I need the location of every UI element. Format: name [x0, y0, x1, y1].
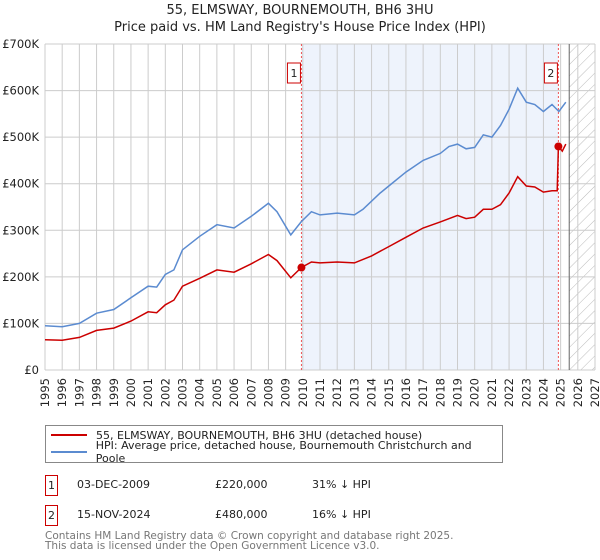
x-tick-label: 2003: [176, 378, 190, 407]
footer-copyright: Contains HM Land Registry data © Crown c…: [45, 530, 454, 542]
x-tick-label: 1998: [90, 378, 104, 407]
transaction-hpi-diff: 31% ↓ HPI: [312, 478, 371, 491]
x-tick-label: 2023: [519, 378, 533, 407]
hpi-line: [44, 86, 567, 328]
legend-label: 55, ELMSWAY, BOURNEMOUTH, BH6 3HU (detac…: [96, 428, 423, 442]
x-tick-label: 1996: [55, 378, 69, 407]
legend-item-hpi: HPI: Average price, detached house, Bour…: [51, 439, 502, 465]
transaction-date: 15-NOV-2024: [77, 508, 151, 521]
x-tick-label: 1997: [72, 378, 86, 407]
transaction-price: £480,000: [215, 508, 268, 521]
blue-line-swatch: [51, 451, 87, 453]
marker-badge: 1: [45, 475, 58, 496]
footer: Contains HM Land Registry data © Crown c…: [45, 530, 454, 552]
sale-marker-label: 2: [547, 67, 554, 80]
chart-title: 55, ELMSWAY, BOURNEMOUTH, BH6 3HU: [166, 3, 434, 18]
red-line-swatch: [51, 434, 87, 436]
x-tick-label: 2021: [485, 378, 499, 407]
x-tick-label: 2012: [330, 378, 344, 407]
x-tick-label: 2005: [210, 378, 224, 407]
x-tick-label: 2026: [571, 378, 585, 407]
transaction-row: 1 03-DEC-2009 £220,000 31% ↓ HPI: [45, 475, 545, 496]
x-tick-label: 2019: [451, 378, 465, 407]
sale-point: [554, 142, 563, 151]
sale-marker-badge: [543, 62, 558, 84]
x-tick-label: 2008: [261, 378, 275, 407]
sale-point: [297, 263, 306, 272]
legend-label: HPI: Average price, detached house, Bour…: [95, 439, 472, 465]
marker-badge: 2: [45, 505, 58, 526]
transaction-row: 2 15-NOV-2024 £480,000 16% ↓ HPI: [45, 505, 545, 526]
x-tick-label: 1995: [38, 378, 52, 407]
sale-marker-label: 1: [290, 67, 297, 80]
y-tick-label: £400K: [2, 177, 39, 191]
legend: 55, ELMSWAY, BOURNEMOUTH, BH6 3HU (detac…: [45, 425, 503, 465]
x-tick-label: 2018: [433, 378, 447, 407]
x-tick-label: 2009: [279, 378, 293, 407]
x-tick-label: 2010: [296, 378, 310, 407]
x-tick-label: 2001: [141, 378, 155, 407]
x-tick-label: 2014: [365, 378, 379, 407]
y-tick-label: £0: [24, 363, 39, 377]
x-tick-label: 2006: [227, 378, 241, 407]
y-tick-label: £500K: [2, 130, 39, 144]
x-tick-label: 2007: [244, 378, 258, 407]
footer-licence: This data is licensed under the Open Gov…: [45, 540, 380, 552]
x-tick-label: 2020: [468, 378, 482, 407]
x-tick-label: 2025: [554, 378, 568, 407]
x-tick-label: 2027: [588, 378, 600, 407]
legend-item-property: 55, ELMSWAY, BOURNEMOUTH, BH6 3HU (detac…: [51, 427, 422, 443]
chart-subtitle: Price paid vs. HM Land Registry's House …: [114, 20, 486, 35]
x-tick-label: 2024: [536, 378, 550, 407]
y-tick-label: £100K: [2, 316, 39, 330]
transaction-date: 03-DEC-2009: [77, 478, 151, 491]
y-tick-label: £700K: [2, 37, 39, 51]
y-tick-label: £200K: [2, 270, 39, 284]
transaction-price: £220,000: [215, 478, 268, 491]
property-price-line: [44, 143, 567, 341]
x-tick-label: 2013: [347, 378, 361, 407]
x-tick-label: 2004: [193, 378, 207, 407]
x-tick-label: 2000: [124, 378, 138, 407]
x-tick-label: 2011: [313, 378, 327, 407]
shaded-period: [301, 44, 559, 370]
price-chart: 1995 1996 1997 1998 1999 2000 2001 2002 2003 2004…: [2, 37, 600, 407]
y-tick-label: £600K: [2, 84, 39, 98]
x-tick-label: 2016: [399, 378, 413, 407]
y-tick-label: £300K: [2, 223, 39, 237]
transaction-hpi-diff: 16% ↓ HPI: [312, 508, 371, 521]
x-tick-label: 2002: [158, 378, 172, 407]
x-tick-label: 2015: [382, 378, 396, 407]
forecast-hatch: [569, 44, 595, 370]
x-tick-label: 2022: [502, 378, 516, 407]
x-tick-label: 2017: [416, 378, 430, 407]
sale-marker-badge: [286, 62, 301, 84]
x-tick-label: 1999: [107, 378, 121, 407]
